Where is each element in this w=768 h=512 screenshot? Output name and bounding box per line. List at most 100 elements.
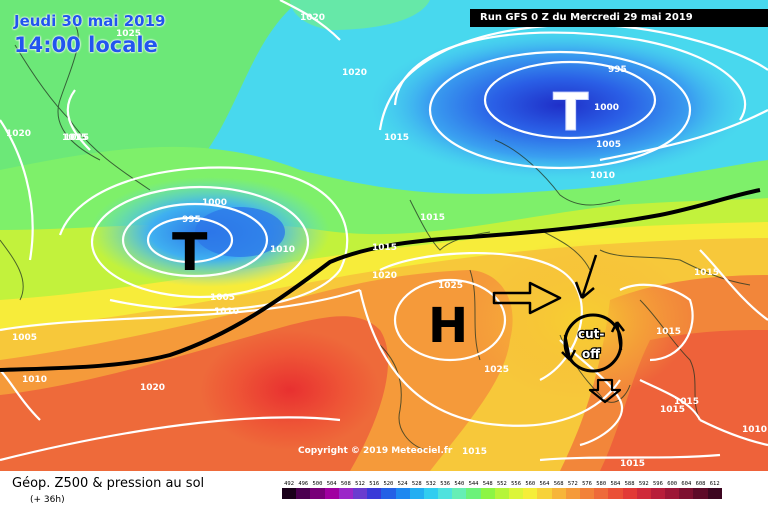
field-title: Géop. Z500 & pression au sol: [12, 476, 205, 491]
legend-swatch: [324, 488, 339, 499]
legend-label: 592: [638, 481, 649, 487]
legend-label: 524: [397, 481, 408, 487]
legend-entry: 596: [650, 480, 666, 499]
legend-entry: 588: [622, 480, 637, 499]
legend-swatch: [338, 488, 353, 499]
isobar-label: 1020: [140, 383, 165, 393]
legend-swatch: [636, 488, 651, 499]
legend-label: 548: [482, 481, 493, 487]
z500-color-legend: 492 496 500 504 508 512 516 520 524 528 532 536 540 5…: [282, 480, 722, 499]
isobar-label: 1015: [384, 133, 409, 143]
legend-swatch: [438, 488, 453, 499]
legend-label: 572: [567, 481, 578, 487]
legend-swatch: [367, 488, 382, 499]
isobar-label: 1000: [594, 103, 619, 113]
isobar-label: 995: [608, 65, 627, 75]
legend-label: 568: [553, 481, 564, 487]
legend-swatch: [679, 488, 694, 499]
legend-label: 496: [298, 481, 309, 487]
legend-entry: 536: [438, 480, 453, 499]
legend-label: 560: [525, 481, 536, 487]
legend-entry: 544: [466, 480, 481, 499]
legend-label: 516: [369, 481, 380, 487]
legend-label: 604: [681, 481, 692, 487]
legend-entry: 496: [296, 480, 311, 499]
legend-entry: 524: [395, 480, 410, 499]
legend-entry: 584: [608, 480, 623, 499]
legend-swatch: [537, 488, 552, 499]
isobar-label: 1005: [596, 140, 621, 150]
legend-label: 580: [596, 481, 607, 487]
isobar-label: 1015: [372, 243, 397, 253]
legend-label: 584: [610, 481, 621, 487]
legend-swatch: [565, 488, 580, 499]
band-green-top: [290, 0, 430, 30]
legend-swatch: [310, 488, 325, 499]
band-deep-blue-north: [370, 30, 750, 180]
forecast-date: Jeudi 30 mai 2019: [14, 12, 166, 30]
legend-label: 600: [667, 481, 678, 487]
legend-entry: 568: [551, 480, 566, 499]
isobar-label: 1025: [484, 365, 509, 375]
legend-entry: 580: [594, 480, 609, 499]
legend-entry: 592: [636, 480, 651, 499]
copyright-notice: Copyright © 2019 Meteociel.fr: [298, 446, 453, 456]
model-run-banner: Run GFS 0 Z du Mercredi 29 mai 2019: [470, 9, 768, 27]
legend-swatch: [395, 488, 410, 499]
isobar-label: 1015: [420, 213, 445, 223]
legend-entry: 520: [381, 480, 396, 499]
legend-swatch: [282, 488, 297, 499]
isobar-label: 1015: [620, 459, 645, 469]
isobar-label: 1015: [694, 268, 719, 278]
band-central-yellow: [470, 240, 690, 400]
legend-swatch: [480, 488, 495, 499]
legend-swatch: [452, 488, 467, 499]
isobar-label: 1010: [22, 375, 47, 385]
legend-swatch: [296, 488, 311, 499]
legend-swatch: [579, 488, 595, 499]
low-pressure-west-letter: T: [172, 223, 208, 283]
legend-label: 504: [326, 481, 337, 487]
isobar-label: 1020: [6, 129, 31, 139]
legend-entry: 604: [679, 480, 694, 499]
band-deep-red: [200, 330, 380, 450]
descending-arrow: [574, 254, 598, 299]
isobars: [0, 0, 768, 462]
isobar-label: 1020: [372, 271, 397, 281]
legend-entry: 516: [367, 480, 382, 499]
legend-swatch: [466, 488, 481, 499]
forecast-hour: (+ 36h): [30, 495, 65, 505]
legend-swatch: [551, 488, 566, 499]
legend-label: 552: [496, 481, 507, 487]
legend-swatch: [494, 488, 509, 499]
legend-swatch: [409, 488, 424, 499]
isobar-label: 1005: [12, 333, 37, 343]
isobar-labels: 1025 1020 1015 995 1000 1005 1010 995 10…: [6, 13, 767, 469]
isobar-label: 1015: [674, 397, 699, 407]
legend-label: 532: [426, 481, 436, 487]
legend-entry: 532: [423, 480, 439, 499]
legend-entry: 600: [665, 480, 680, 499]
legend-label: 612: [709, 481, 720, 487]
band-blue-west-core: [195, 207, 285, 257]
legend-label: 596: [653, 481, 663, 487]
isobar-label: 1010: [742, 425, 767, 435]
legend-entry: 576: [579, 480, 595, 499]
legend-entry: 572: [565, 480, 580, 499]
isobar-label: 1005: [210, 293, 235, 303]
isobar-label: 1015: [660, 405, 685, 415]
isobar-label: 995: [182, 215, 201, 225]
cut-off-label-line2: off: [582, 347, 600, 361]
legend-entry: 492: [282, 480, 297, 499]
legend-label: 540: [454, 481, 465, 487]
cut-off-label-line1: cut-: [578, 327, 604, 341]
legend-label: 576: [582, 481, 592, 487]
legend-label: 492: [284, 481, 295, 487]
legend-entry: 552: [494, 480, 509, 499]
flow-arrow: [492, 281, 562, 315]
isobar-label: 1015: [64, 133, 89, 143]
legend-entry: 500: [310, 480, 325, 499]
isobar-label: 1025: [116, 29, 141, 39]
legend-label: 528: [411, 481, 422, 487]
